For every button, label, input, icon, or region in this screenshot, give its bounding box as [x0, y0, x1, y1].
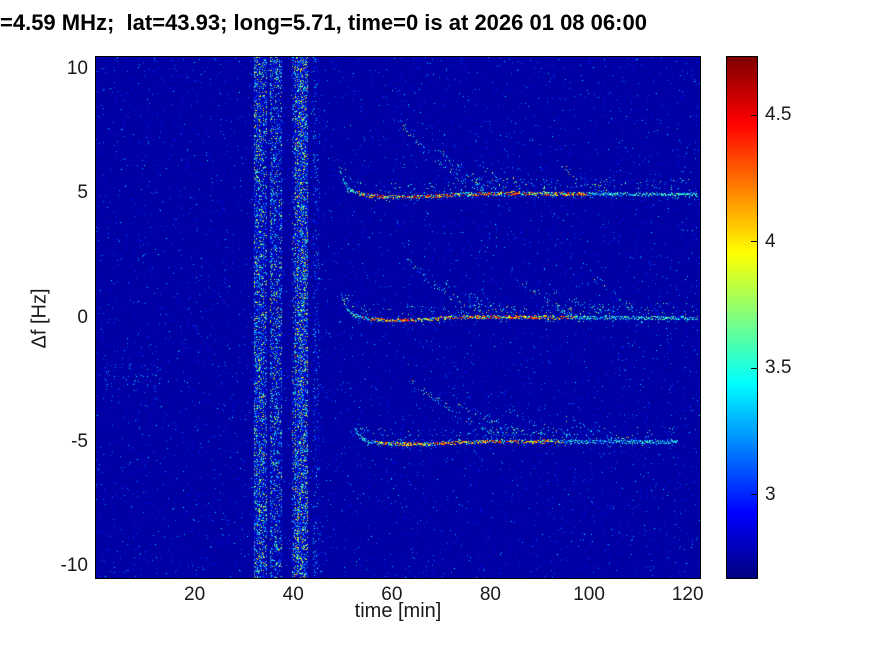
x-tick-label: 120 [671, 584, 704, 605]
x-tick-label: 80 [479, 584, 502, 605]
y-axis-label: Δf [Hz] [28, 288, 51, 349]
y-tick-label: 0 [77, 306, 88, 328]
y-tick-label: 5 [77, 182, 88, 204]
colorbar-tick-label: 4 [765, 230, 776, 252]
colorbar [727, 57, 757, 578]
x-tick-label: 60 [381, 584, 403, 605]
x-axis-label: time [min] [354, 600, 442, 622]
y-tick-label: -5 [71, 430, 88, 452]
y-tick-label: 10 [66, 58, 88, 80]
x-tick-label: 100 [573, 584, 605, 605]
colorbar-tick-label: 3.5 [765, 357, 792, 379]
spectrogram-canvas [96, 57, 700, 578]
x-tick-label: 40 [282, 584, 304, 605]
chart-title: =4.59 MHz; lat=43.93; long=5.71, time=0 … [0, 10, 647, 35]
colorbar-tick-mark [751, 241, 757, 242]
x-tick-label: 20 [184, 584, 206, 605]
colorbar-tick-mark [751, 368, 757, 369]
colorbar-tick-label: 4.5 [765, 104, 792, 126]
colorbar-tick-label: 3 [765, 483, 776, 505]
colorbar-tick-mark [751, 115, 757, 116]
colorbar-tick-mark [751, 494, 757, 495]
y-tick-label: -10 [60, 554, 88, 576]
